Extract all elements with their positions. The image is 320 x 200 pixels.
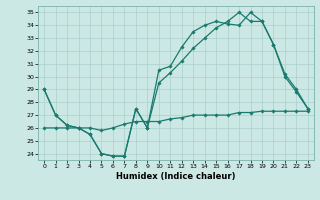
X-axis label: Humidex (Indice chaleur): Humidex (Indice chaleur) (116, 172, 236, 181)
